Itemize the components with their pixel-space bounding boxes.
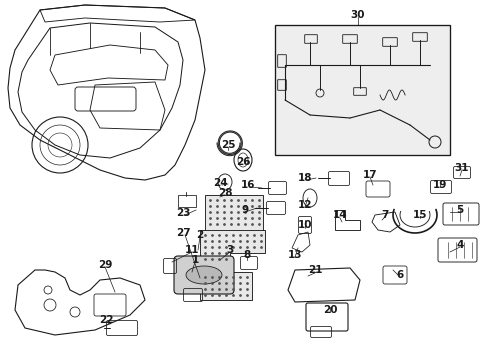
- Bar: [274, 25, 449, 155]
- FancyBboxPatch shape: [174, 256, 234, 294]
- Ellipse shape: [185, 266, 222, 284]
- Text: 2: 2: [196, 230, 203, 240]
- Text: 8: 8: [243, 250, 250, 260]
- Text: 18: 18: [297, 173, 312, 183]
- Text: 21: 21: [307, 265, 322, 275]
- Text: 28: 28: [217, 188, 232, 198]
- Text: 16: 16: [240, 180, 255, 190]
- Text: 24: 24: [212, 178, 227, 188]
- Text: 23: 23: [175, 208, 190, 218]
- Text: 25: 25: [220, 140, 235, 150]
- Text: 3: 3: [226, 245, 233, 255]
- Text: 29: 29: [98, 260, 112, 270]
- Text: 4: 4: [455, 240, 463, 250]
- Bar: [200, 272, 251, 300]
- Text: 5: 5: [455, 205, 463, 215]
- Text: 20: 20: [322, 305, 337, 315]
- Text: 13: 13: [287, 250, 302, 260]
- Text: 1: 1: [191, 255, 198, 265]
- Text: 6: 6: [396, 270, 403, 280]
- Bar: [178, 195, 196, 207]
- Text: 7: 7: [381, 210, 388, 220]
- Text: 12: 12: [297, 200, 312, 210]
- Text: 11: 11: [184, 245, 199, 255]
- Text: 10: 10: [297, 220, 312, 230]
- Text: 22: 22: [99, 315, 113, 325]
- Bar: [204, 195, 263, 233]
- Text: 17: 17: [362, 170, 377, 180]
- Text: 14: 14: [332, 210, 346, 220]
- Text: 9: 9: [241, 205, 248, 215]
- Text: 26: 26: [235, 157, 250, 167]
- Text: 15: 15: [412, 210, 427, 220]
- Polygon shape: [200, 230, 264, 268]
- Text: 31: 31: [454, 163, 468, 173]
- Text: 27: 27: [175, 228, 190, 238]
- Text: 19: 19: [432, 180, 446, 190]
- Text: 30: 30: [350, 10, 365, 20]
